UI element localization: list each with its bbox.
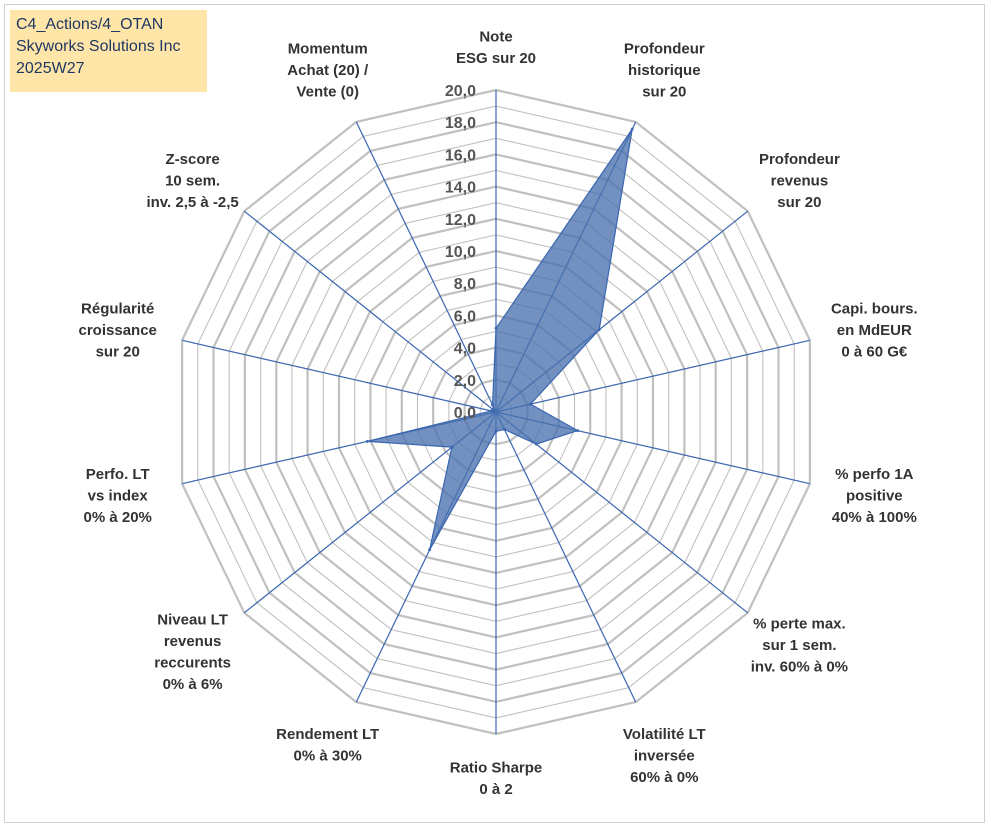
axis-label-1-line-0: Profondeur — [624, 41, 705, 58]
title-line-1: C4_Actions/4_OTAN — [16, 16, 164, 33]
axis-label-layer: Note ESG sur 20 Profondeur historique sur 20… — [79, 29, 918, 799]
axis-label-8: Rendement LT 0% à 30% — [276, 726, 379, 765]
series-layer — [365, 127, 634, 552]
axis-label-12-line-0: Z-score — [166, 151, 220, 168]
spoke-11 — [181, 339, 497, 413]
series-point-6 — [502, 427, 506, 431]
axis-label-4-line-2: 40% à 100% — [832, 509, 917, 526]
series-point-1 — [630, 127, 634, 131]
axis-label-8-line-0: Rendement LT — [276, 726, 379, 743]
axis-label-6-line-2: 60% à 0% — [630, 769, 698, 786]
series-point-12 — [492, 408, 495, 412]
axis-label-7-line-1: 0 à 2 — [479, 781, 512, 798]
axis-label-4-line-0: % perfo 1A — [835, 466, 914, 483]
axis-label-11-line-2: sur 20 — [96, 343, 140, 360]
axis-label-5: % perte max. sur 1 sem. inv. 60% à 0% — [751, 615, 848, 675]
axis-label-2-line-0: Profondeur — [759, 151, 840, 168]
axis-label-5-line-0: % perte max. — [753, 615, 846, 632]
series-point-5 — [534, 442, 538, 446]
series-point-9 — [450, 445, 454, 449]
series-point-2 — [597, 328, 601, 332]
spoke-3 — [495, 339, 811, 413]
series-point-13 — [491, 403, 494, 407]
axis-label-6-line-1: inversée — [634, 747, 695, 764]
tick-label-18: 18,0 — [445, 115, 476, 132]
axis-label-13: Momentum Achat (20) / Vente (0) — [287, 41, 369, 101]
axis-label-2-line-2: sur 20 — [777, 194, 821, 211]
axis-label-12-line-2: inv. 2,5 à -2,5 — [146, 194, 238, 211]
axis-label-6-line-0: Volatilité LT — [623, 726, 706, 743]
axis-label-0: Note ESG sur 20 — [456, 29, 536, 68]
axis-label-10: Perfo. LT vs index 0% à 20% — [84, 466, 152, 526]
series-point-8 — [428, 548, 432, 552]
axis-label-12-line-1: 10 sem. — [165, 173, 220, 190]
spoke-6 — [495, 411, 637, 703]
axis-label-6: Volatilité LT inversée 60% à 0% — [623, 726, 706, 786]
axis-label-13-line-2: Vente (0) — [296, 84, 359, 101]
axis-label-3: Capi. bours. en MdEUR 0 à 60 G€ — [831, 300, 918, 360]
axis-label-2-line-1: revenus — [771, 173, 829, 190]
axis-label-9-line-0: Niveau LT — [157, 611, 228, 628]
chart-title-box: C4_Actions/4_OTAN Skyworks Solutions Inc… — [10, 10, 207, 92]
axis-label-1: Profondeur historique sur 20 — [624, 41, 705, 101]
axis-label-8-line-1: 0% à 30% — [294, 747, 362, 764]
series-point-3 — [529, 402, 532, 406]
axis-label-7: Ratio Sharpe 0 à 2 — [450, 760, 543, 799]
axis-label-10-line-0: Perfo. LT — [86, 466, 150, 483]
axis-label-9-line-3: 0% à 6% — [163, 676, 223, 693]
axis-label-10-line-1: vs index — [88, 488, 149, 505]
axis-label-2: Profondeur revenus sur 20 — [759, 151, 840, 211]
axis-label-1-line-1: historique — [628, 62, 701, 79]
spoke-13 — [355, 121, 497, 413]
axis-label-11-line-1: croissance — [79, 322, 157, 339]
series-point-4 — [576, 429, 580, 433]
axis-label-3-line-1: en MdEUR — [837, 322, 912, 339]
axis-label-4: % perfo 1A positive 40% à 100% — [832, 466, 917, 526]
series-area — [367, 128, 633, 551]
tick-label-12: 12,0 — [445, 212, 476, 229]
axis-label-11: Régularité croissance sur 20 — [79, 300, 157, 360]
series-point-10 — [365, 439, 369, 443]
tick-label-8: 8,0 — [454, 276, 476, 293]
axis-label-9-line-2: reccurents — [154, 654, 231, 671]
title-line-3: 2025W27 — [16, 60, 85, 77]
axis-label-9-line-1: revenus — [164, 633, 222, 650]
tick-label-10: 10,0 — [445, 244, 476, 261]
axis-label-13-line-1: Achat (20) / — [287, 62, 369, 79]
axis-label-12: Z-score 10 sem. inv. 2,5 à -2,5 — [146, 151, 238, 211]
axis-label-3-line-2: 0 à 60 G€ — [841, 343, 908, 360]
title-line-2: Skyworks Solutions Inc — [16, 38, 181, 55]
tick-label-0: 0,0 — [454, 405, 476, 422]
axis-label-0-line-1: ESG sur 20 — [456, 50, 536, 67]
tick-label-16: 16,0 — [445, 147, 476, 164]
axis-label-11-line-0: Régularité — [81, 300, 154, 317]
axis-label-0-line-0: Note — [479, 29, 512, 46]
series-point-0 — [494, 326, 498, 330]
tick-layer: 0,0 2,0 4,0 6,0 8,0 10,0 12,0 14,0 16,0 18,0 20,0 — [445, 83, 476, 422]
tick-label-4: 4,0 — [454, 341, 476, 358]
spoke-12 — [243, 210, 497, 413]
chart-frame — [4, 4, 985, 823]
axis-label-3-line-0: Capi. bours. — [831, 300, 918, 317]
tick-label-20: 20,0 — [445, 83, 476, 100]
axis-label-5-line-2: inv. 60% à 0% — [751, 658, 848, 675]
series-point-7 — [494, 429, 498, 433]
axis-label-5-line-1: sur 1 sem. — [762, 637, 836, 654]
axis-label-4-line-1: positive — [846, 488, 903, 505]
axis-label-9: Niveau LT revenus reccurents 0% à 6% — [154, 611, 231, 693]
spoke-5 — [495, 411, 749, 614]
axis-label-7-line-0: Ratio Sharpe — [450, 760, 543, 777]
axis-label-10-line-2: 0% à 20% — [84, 509, 152, 526]
tick-label-14: 14,0 — [445, 180, 476, 197]
tick-label-6: 6,0 — [454, 308, 476, 325]
axis-label-13-line-0: Momentum — [288, 41, 368, 58]
tick-label-2: 2,0 — [454, 373, 476, 390]
axis-label-1-line-2: sur 20 — [642, 84, 686, 101]
